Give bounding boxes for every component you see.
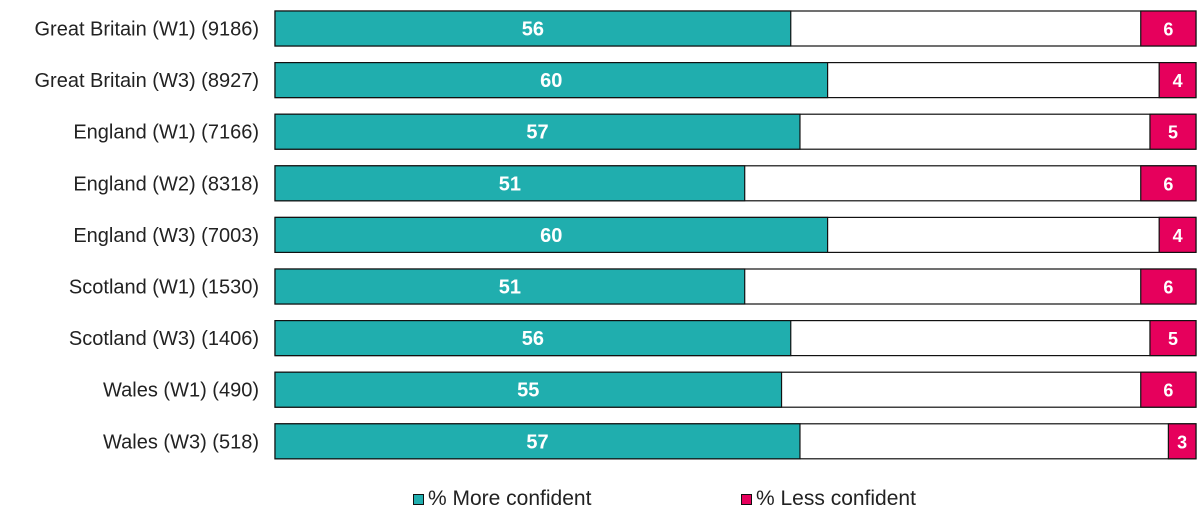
bar-more-confident [274,165,746,202]
data-label-less-confident: 6 [1163,381,1173,401]
category-label: England (W1) (7166) [73,122,259,144]
bar-less-confident [1140,10,1197,47]
data-label-less-confident: 3 [1177,432,1187,452]
data-label-more-confident: 56 [522,19,544,41]
data-label-more-confident: 60 [540,225,562,247]
bar-more-confident [274,320,792,357]
category-label: England (W3) (7003) [73,225,259,247]
data-label-less-confident: 4 [1173,226,1183,246]
data-label-more-confident: 51 [499,173,521,195]
data-label-less-confident: 5 [1168,123,1178,143]
legend-label-more-confident: % More confident [428,487,592,510]
bar-less-confident [1167,423,1197,460]
legend-item-more-confident: % More confident [413,487,591,511]
legend-item-less-confident: % Less confident [741,487,916,511]
category-label: Scotland (W3) (1406) [69,328,259,350]
bar-less-confident [1140,371,1197,408]
bar-less-confident [1140,165,1197,202]
bar-less-confident [1140,268,1197,305]
bar-less-confident [1149,113,1197,150]
bar-more-confident [274,423,801,460]
data-label-more-confident: 55 [517,380,539,402]
legend: % More confident % Less confident [0,487,1203,513]
data-label-less-confident: 4 [1173,71,1183,91]
bar-more-confident [274,371,783,408]
bar-less-confident [1149,320,1197,357]
bar-less-confident [1158,216,1197,253]
category-label: Great Britain (W1) (9186) [34,19,259,41]
data-label-more-confident: 51 [499,277,521,299]
bar-more-confident [274,216,829,253]
category-label: England (W2) (8318) [73,173,259,195]
legend-label-less-confident: % Less confident [756,487,916,510]
legend-swatch-more-confident [413,493,424,505]
category-label: Wales (W3) (518) [103,431,259,453]
category-label: Wales (W1) (490) [103,380,259,402]
data-label-less-confident: 6 [1163,20,1173,40]
data-label-more-confident: 56 [522,328,544,350]
bar-more-confident [274,113,801,150]
data-label-more-confident: 57 [526,122,548,144]
bar-more-confident [274,61,829,99]
data-label-less-confident: 6 [1163,174,1173,194]
bar-more-confident [274,10,792,47]
data-label-more-confident: 57 [526,431,548,453]
data-label-less-confident: 5 [1168,329,1178,349]
data-label-more-confident: 60 [540,70,562,92]
category-label: Great Britain (W3) (8927) [34,70,259,92]
bar-less-confident [1158,61,1197,99]
data-label-less-confident: 6 [1163,278,1173,298]
bar-more-confident [274,268,746,305]
legend-swatch-less-confident [741,493,752,505]
category-label: Scotland (W1) (1530) [69,277,259,299]
